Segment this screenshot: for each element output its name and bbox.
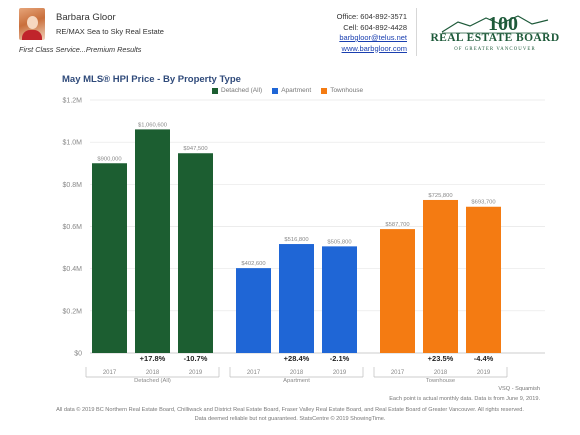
email-link[interactable]: barbgloor@telus.net xyxy=(339,33,407,42)
y-tick-label: $0.6M xyxy=(63,224,83,231)
bar xyxy=(466,206,501,353)
legend-label-detached: Detached (All) xyxy=(221,87,263,94)
legend-label-townhouse: Townhouse xyxy=(330,87,364,94)
bar-value-label: $516,800 xyxy=(284,237,308,243)
bar-value-label: $505,800 xyxy=(327,239,351,245)
agent-slogan: First Class Service...Premium Results xyxy=(19,45,142,54)
y-tick-label: $0.8M xyxy=(63,182,83,189)
bar xyxy=(135,129,170,353)
legend-item-detached[interactable]: Detached (All) xyxy=(212,87,262,94)
group-label: Townhouse xyxy=(426,378,455,384)
website-link[interactable]: www.barbgloor.com xyxy=(341,43,407,53)
x-tick-label: 2018 xyxy=(434,370,448,376)
group-label: Apartment xyxy=(283,378,310,384)
y-tick-label: $0.2M xyxy=(63,308,83,315)
header: Barbara Gloor RE/MAX Sea to Sky Real Est… xyxy=(0,0,580,62)
bar xyxy=(236,268,271,353)
y-tick-label: $1.0M xyxy=(63,140,83,147)
disclaimer-note: Data deemed reliable but not guaranteed.… xyxy=(194,416,386,422)
header-divider xyxy=(416,8,417,56)
x-tick-label: 2018 xyxy=(146,370,160,376)
bar-value-label: $900,000 xyxy=(97,156,121,162)
board-logo-year: 100 xyxy=(488,13,518,34)
x-tick-label: 2018 xyxy=(290,370,304,376)
x-tick-label: 2017 xyxy=(247,370,261,376)
legend-label-apartment: Apartment xyxy=(281,87,312,94)
change-label: -10.7% xyxy=(184,354,208,363)
agent-company: RE/MAX Sea to Sky Real Estate xyxy=(56,27,164,36)
legend-item-townhouse[interactable]: Townhouse xyxy=(321,87,363,94)
bar-value-label: $402,600 xyxy=(241,261,265,267)
bar xyxy=(322,246,357,353)
agent-photo-shirt xyxy=(22,30,42,40)
legend-swatch-townhouse xyxy=(321,87,328,94)
change-label: -4.4% xyxy=(474,354,494,363)
change-label: +28.4% xyxy=(284,354,310,363)
bar xyxy=(380,229,415,353)
board-logo-mark: 100 xyxy=(441,13,549,35)
copyright-note: All data © 2019 BC Northern Real Estate … xyxy=(56,407,524,413)
bar-value-label: $947,500 xyxy=(183,146,207,152)
region-label: VSQ - Squamish xyxy=(498,386,540,392)
bar xyxy=(92,163,127,353)
contact-block: Office: 604-892-3571 Cell: 604-892-4428 … xyxy=(337,12,407,54)
bar xyxy=(178,153,213,353)
bar xyxy=(279,244,314,353)
board-logo: 100 REAL ESTATE BOARD OF GREATER VANCOUV… xyxy=(428,12,562,58)
change-label: +23.5% xyxy=(428,354,454,363)
x-tick-label: 2017 xyxy=(391,370,405,376)
y-tick-label: $1.2M xyxy=(63,98,83,105)
bar-value-label: $587,700 xyxy=(385,222,409,228)
agent-photo-face xyxy=(27,16,38,29)
cell-phone: Cell: 604-892-4428 xyxy=(343,22,407,32)
agent-name: Barbara Gloor xyxy=(56,12,116,23)
bar-value-label: $1,060,600 xyxy=(138,122,167,128)
y-tick-label: $0 xyxy=(74,351,82,358)
chart-legend: Detached (All) Apartment Townhouse xyxy=(212,87,363,94)
bar xyxy=(423,199,458,353)
y-tick-label: $0.4M xyxy=(63,266,83,273)
board-logo-title: REAL ESTATE BOARD xyxy=(430,32,560,44)
change-label: -2.1% xyxy=(330,354,350,363)
x-tick-label: 2017 xyxy=(103,370,117,376)
group-label: Detached (All) xyxy=(134,378,171,384)
x-tick-label: 2019 xyxy=(477,370,491,376)
legend-swatch-detached xyxy=(212,87,218,94)
change-label: +17.8% xyxy=(140,354,166,363)
office-phone: Office: 604-892-3571 xyxy=(336,12,407,21)
x-tick-label: 2019 xyxy=(189,370,203,376)
bar-value-label: $725,800 xyxy=(428,193,452,199)
x-tick-label: 2019 xyxy=(333,370,347,376)
chart-title: May MLS® HPI Price - By Property Type xyxy=(62,74,241,85)
bar-value-label: $693,700 xyxy=(471,200,495,206)
data-note: Each point is actual monthly data. Data … xyxy=(389,396,540,402)
legend-swatch-apartment xyxy=(272,87,279,94)
legend-item-apartment[interactable]: Apartment xyxy=(272,87,311,94)
agent-photo xyxy=(19,8,45,40)
board-logo-subtitle: OF GREATER VANCOUVER xyxy=(454,47,536,52)
